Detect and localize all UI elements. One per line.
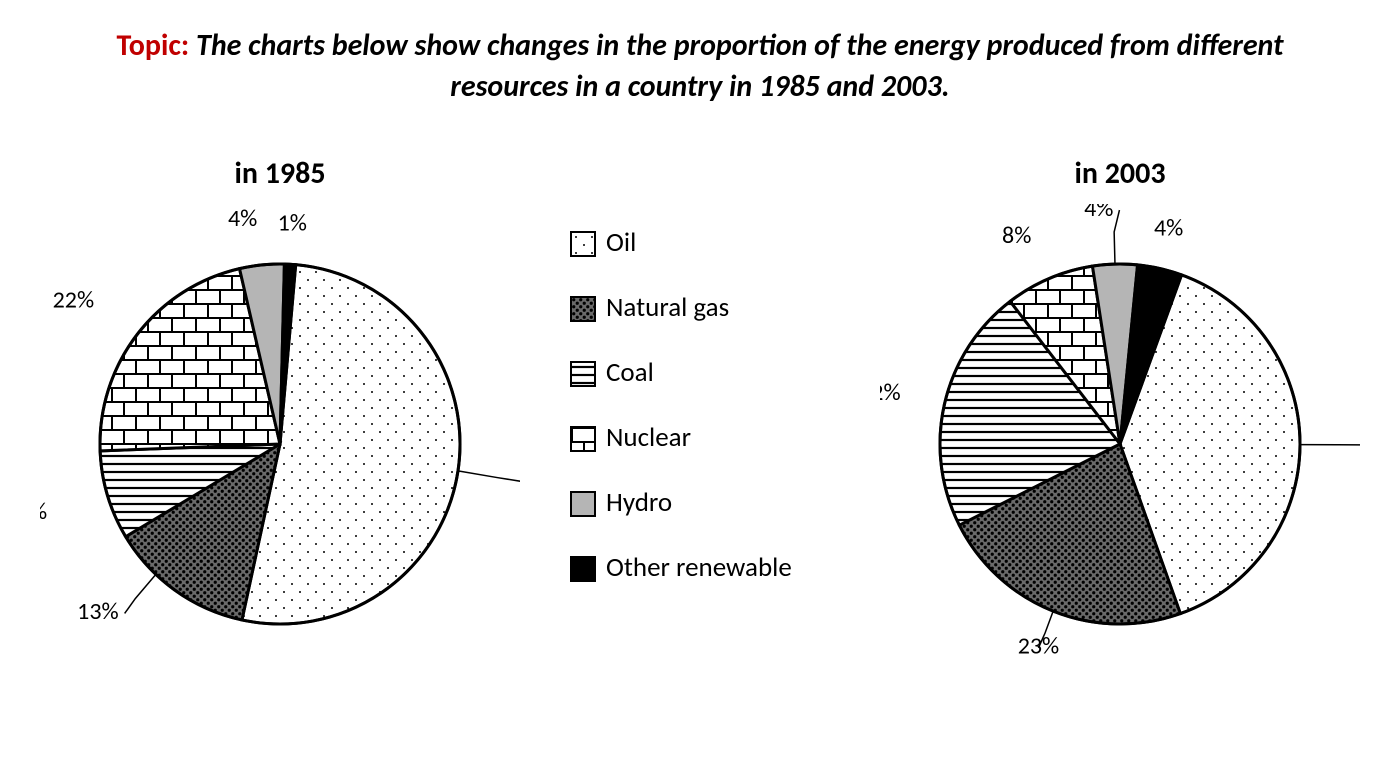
slice-label: 23% — [1018, 632, 1059, 661]
pie-title-2003: in 2003 — [880, 155, 1360, 192]
legend-swatch — [570, 556, 596, 582]
legend: Oil Natural gas Coal Nuclear Hydro Other rene… — [570, 227, 830, 617]
pie-chart-2003: in 2003 39%23%22%8%4%4% — [880, 155, 1360, 684]
slice-label: 22% — [880, 378, 901, 407]
topic-text: The charts below show changes in the pro… — [196, 27, 1284, 105]
slice-label: 4% — [228, 204, 257, 233]
legend-label: Nuclear — [606, 422, 691, 453]
leader-line — [458, 471, 520, 482]
slice-label: 4% — [1154, 214, 1183, 243]
slice-label: 8% — [1002, 221, 1031, 250]
legend-swatch — [570, 361, 596, 387]
slice-label: 22% — [53, 286, 94, 315]
legend-item: Oil — [570, 227, 830, 258]
slice-label: 4% — [1084, 204, 1113, 223]
legend-item: Other renewable — [570, 552, 830, 583]
topic: Topic: The charts below show changes in … — [0, 26, 1400, 107]
pie-svg-1985: 52%13%8%22%4%1% — [40, 204, 520, 684]
legend-item: Natural gas — [570, 292, 830, 323]
charts-row: in 1985 52%13%8%22%4%1% OilNatural gasCo… — [0, 155, 1400, 715]
slice-label: 8% — [40, 497, 47, 526]
legend-label: Hydro — [606, 487, 672, 518]
legend-swatch — [570, 296, 596, 322]
legend-label: Coal — [606, 357, 654, 388]
leader-line — [125, 574, 156, 613]
slice-label: 1% — [278, 208, 307, 237]
pie-title-1985: in 1985 — [40, 155, 520, 192]
legend-item: Nuclear — [570, 422, 830, 453]
legend-label: Oil — [606, 227, 636, 258]
pie-svg-2003: 39%23%22%8%4%4% — [880, 204, 1360, 684]
legend-swatch — [570, 231, 596, 257]
legend-swatch — [570, 491, 596, 517]
legend-item: Hydro — [570, 487, 830, 518]
slice-label: 13% — [77, 597, 118, 626]
pie-chart-1985: in 1985 52%13%8%22%4%1% — [40, 155, 520, 684]
legend-label: Natural gas — [606, 292, 729, 323]
legend-swatch — [570, 426, 596, 452]
leader-line — [1114, 210, 1119, 264]
topic-label: Topic: — [116, 27, 189, 64]
legend-label: Other renewable — [606, 552, 792, 583]
legend-item: Coal — [570, 357, 830, 388]
